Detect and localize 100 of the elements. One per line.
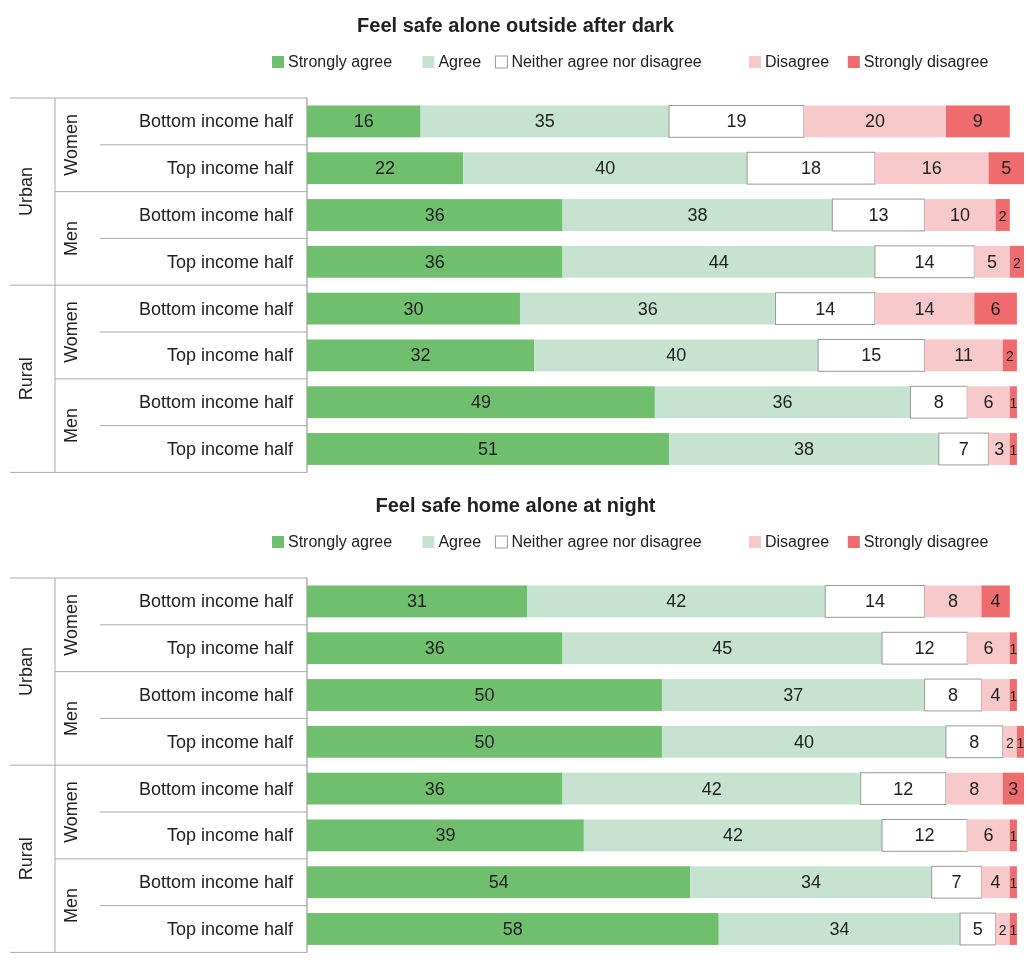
legend-label: Agree [438,53,482,70]
data-label: 31 [407,591,428,612]
data-label: 7 [951,872,962,893]
y-tick-label: Top income half [166,251,294,272]
bar [307,339,535,372]
bar [924,678,982,712]
y-tick-label: Top income half [166,919,294,939]
data-label: 38 [793,439,814,459]
data-label: 18 [801,158,822,179]
data-label: 36 [637,298,658,319]
bar [803,105,946,138]
data-label: 40 [793,731,814,752]
bar [967,819,1010,852]
text: Urban [16,647,36,697]
text: Men [61,408,81,444]
bar [690,866,932,899]
bar [909,385,968,419]
data-label: 51 [478,439,499,459]
data-label: 35 [534,111,555,132]
data-label: 40 [595,158,616,179]
data-label: 45 [712,638,733,659]
chart-title: Feel safe home alone at night [375,494,656,516]
data-label: 1 [1009,922,1018,938]
data-label: 50 [474,731,495,752]
data-label: 1 [1009,442,1018,458]
data-label: 9 [972,111,983,132]
y-tick-label: Top income half [166,731,294,752]
data-label: 10 [950,205,971,225]
text: Women [61,593,81,656]
data-label: 4 [990,872,1001,893]
text: Rural [16,357,36,401]
legend-label: Neither agree nor disagree [511,53,702,70]
data-label: 42 [722,825,743,846]
data-label: 1 [1009,688,1018,704]
legend-label: Disagree [765,533,830,550]
bar [981,866,1010,899]
data-label: 4 [990,685,1001,705]
data-label: 5 [1001,158,1012,179]
data-label: 1 [1016,734,1025,751]
bar [945,772,1003,805]
bar [874,245,975,279]
data-label: 44 [708,251,729,272]
data-label: 36 [424,638,445,659]
bar [562,632,883,665]
data-label: 20 [864,111,885,132]
data-label: 30 [403,298,424,319]
data-label: 3 [994,439,1005,459]
bar [874,292,975,325]
data-label: 11 [954,345,973,366]
data-label: 32 [410,345,431,366]
y-tick-label: Top income half [166,439,294,459]
bar [1002,339,1017,372]
bar [661,679,925,711]
legend-label: Disagree [765,53,830,70]
data-label: 22 [375,158,396,179]
data-label: 6 [990,298,1001,319]
bar [1002,725,1017,758]
data-label: 13 [868,205,889,225]
bar [661,725,946,758]
bar [420,105,670,138]
text: Urban [16,167,36,217]
data-label: 42 [701,778,722,799]
bar [974,292,1017,325]
bar [959,912,997,946]
bar [307,199,563,231]
bar [718,913,961,945]
data-label: 36 [772,392,793,413]
data-label: 6 [983,392,994,413]
bar [463,152,748,185]
data-label: 2 [1005,348,1014,365]
text: Women [61,781,81,843]
bar [307,105,421,138]
bar [831,198,926,232]
bar [967,386,1010,419]
data-label: 1 [1009,875,1018,892]
data-label: 4 [990,591,1001,612]
legend-label: Agree [438,533,482,550]
data-label: 2 [1013,254,1021,271]
bar [307,632,563,665]
data-label: 12 [914,825,935,846]
data-label: 6 [983,825,994,846]
bar [981,679,1010,711]
bar [668,104,805,138]
bar [974,245,1010,278]
data-label: 34 [829,919,850,939]
bar [981,585,1010,618]
legend-label: Neither agree nor disagree [511,533,702,550]
legend-label: Strongly disagree [863,533,989,550]
chart-title: Feel safe alone outside after dark [357,14,675,36]
y-tick-label: Bottom income half [138,685,294,705]
bar [307,819,584,852]
text: Rural [16,837,36,881]
bar [881,631,968,665]
y-tick-label: Bottom income half [138,778,294,799]
data-label: 36 [424,205,445,225]
bar [967,632,1010,665]
bar [874,152,989,185]
data-label: 2 [998,208,1007,224]
y-tick-label: Top income half [166,638,294,659]
data-label: 40 [666,345,687,366]
